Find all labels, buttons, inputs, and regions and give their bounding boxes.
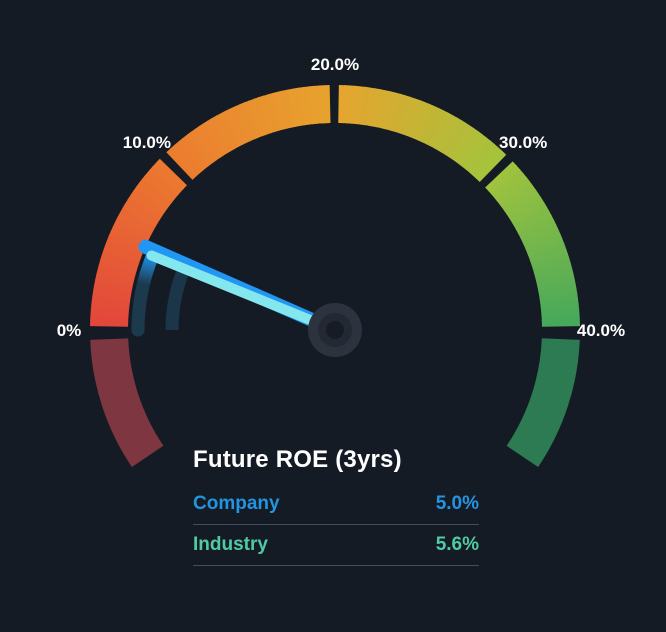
tick-label: 30.0% — [499, 133, 547, 152]
tick-label: 0% — [57, 321, 82, 340]
gauge-hub-core — [326, 321, 344, 339]
tick-label: 40.0% — [577, 321, 625, 340]
legend-row-company: Company 5.0% — [193, 484, 479, 525]
industry-value: 5.6% — [435, 534, 479, 555]
tick-label: 20.0% — [311, 55, 359, 74]
gauge-title: Future ROE (3yrs) — [193, 446, 402, 473]
tick-label: 10.0% — [123, 133, 171, 152]
gauge-needle — [146, 250, 340, 335]
industry-label: Industry — [193, 534, 268, 555]
company-marker-arc — [131, 248, 160, 337]
company-value: 5.0% — [435, 493, 479, 514]
gauge-legend: Future ROE (3yrs) Company 5.0% Industry … — [193, 446, 479, 566]
gauge-under-min-arc — [90, 337, 164, 468]
gauge-over-max-arc — [506, 337, 580, 468]
legend-row-industry: Industry 5.6% — [193, 525, 479, 566]
company-label: Company — [193, 493, 280, 514]
